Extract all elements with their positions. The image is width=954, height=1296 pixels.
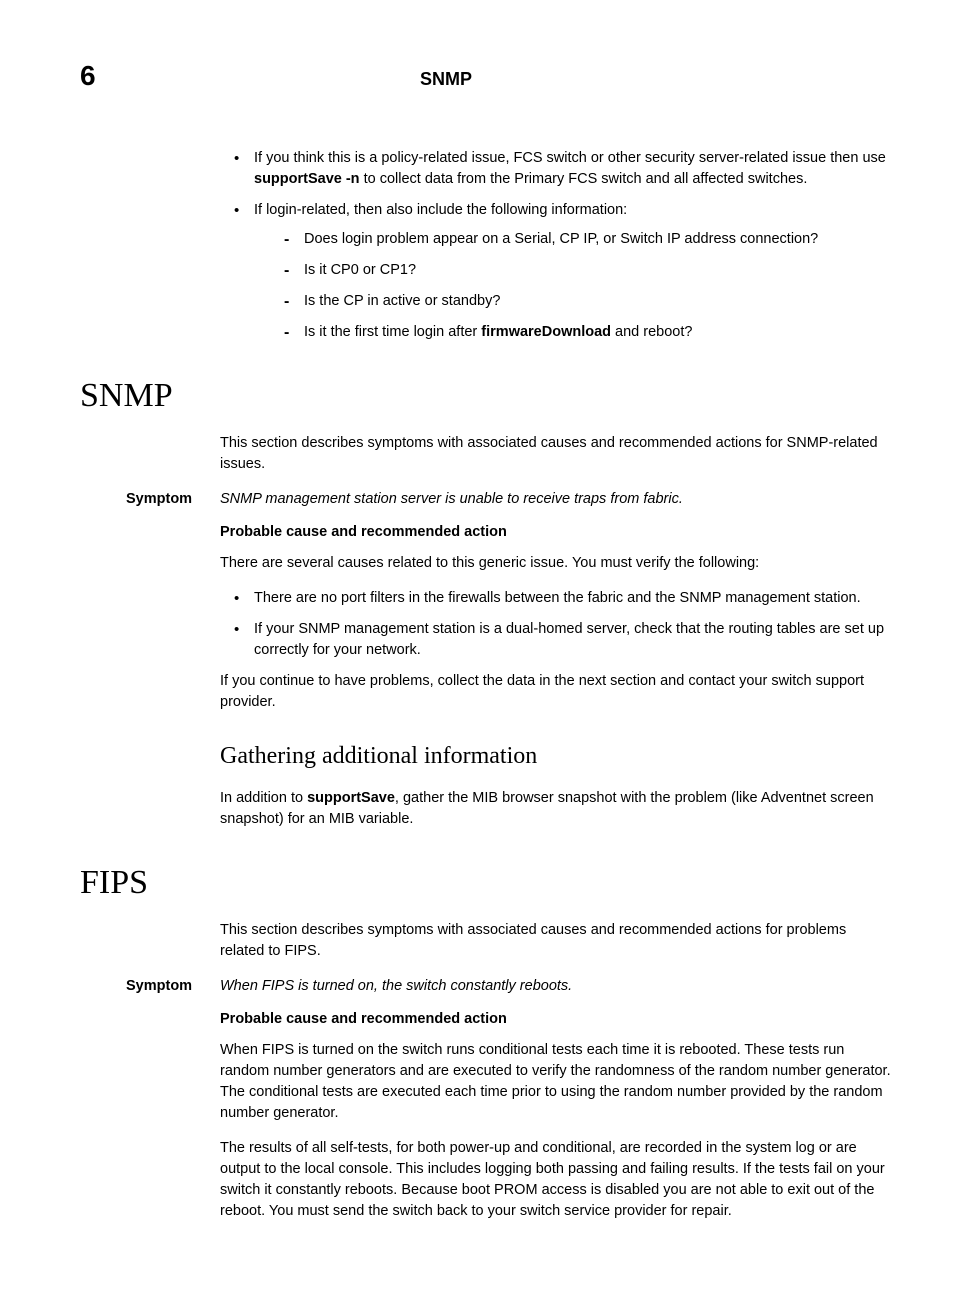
snmp-intro: This section describes symptoms with ass… bbox=[220, 433, 894, 475]
probable-cause-text: There are several causes related to this… bbox=[220, 553, 894, 574]
command-name: supportSave bbox=[307, 790, 395, 806]
subsection-text: In addition to supportSave, gather the M… bbox=[220, 788, 894, 830]
symptom-text: SNMP management station server is unable… bbox=[220, 489, 894, 510]
command-name: supportSave -n bbox=[254, 171, 360, 187]
top-bullet-list: If you think this is a policy-related is… bbox=[230, 148, 894, 343]
dash-item: Is it CP0 or CP1? bbox=[280, 260, 894, 281]
fips-para: When FIPS is turned on the switch runs c… bbox=[220, 1040, 894, 1124]
symptom-text: When FIPS is turned on, the switch const… bbox=[220, 976, 894, 997]
dash-list: Does login problem appear on a Serial, C… bbox=[280, 229, 894, 343]
running-head: SNMP bbox=[420, 69, 472, 90]
dash-text: Is it the first time login after bbox=[304, 324, 481, 340]
fips-para: The results of all self-tests, for both … bbox=[220, 1138, 894, 1222]
bullet-item: If login-related, then also include the … bbox=[230, 200, 894, 343]
section-heading-snmp: SNMP bbox=[80, 377, 894, 415]
snmp-continue: If you continue to have problems, collec… bbox=[220, 671, 894, 713]
bullet-item: If your SNMP management station is a dua… bbox=[230, 619, 894, 661]
fips-intro: This section describes symptoms with ass… bbox=[220, 920, 894, 962]
chapter-number: 6 bbox=[80, 60, 220, 92]
bullet-text: If you think this is a policy-related is… bbox=[254, 150, 886, 166]
snmp-bullets: There are no port filters in the firewal… bbox=[230, 588, 894, 661]
bullet-text: If login-related, then also include the … bbox=[254, 202, 627, 218]
probable-cause-label: Probable cause and recommended action bbox=[220, 522, 894, 543]
symptom-row: Symptom SNMP management station server i… bbox=[220, 489, 894, 510]
bullet-item: If you think this is a policy-related is… bbox=[230, 148, 894, 190]
symptom-label: Symptom bbox=[126, 976, 220, 997]
sub-text: In addition to bbox=[220, 790, 307, 806]
content-body: If you think this is a policy-related is… bbox=[220, 148, 894, 343]
dash-item: Does login problem appear on a Serial, C… bbox=[280, 229, 894, 250]
subsection-heading: Gathering additional information bbox=[220, 739, 894, 774]
bullet-text: to collect data from the Primary FCS swi… bbox=[360, 171, 808, 187]
section-heading-fips: FIPS bbox=[80, 864, 894, 902]
dash-text: and reboot? bbox=[611, 324, 692, 340]
symptom-label: Symptom bbox=[126, 489, 220, 510]
page-header: 6 SNMP bbox=[80, 60, 894, 92]
fips-content: This section describes symptoms with ass… bbox=[220, 920, 894, 1222]
document-page: 6 SNMP If you think this is a policy-rel… bbox=[0, 0, 954, 1296]
dash-item: Is the CP in active or standby? bbox=[280, 291, 894, 312]
bullet-item: There are no port filters in the firewal… bbox=[230, 588, 894, 609]
symptom-row: Symptom When FIPS is turned on, the swit… bbox=[220, 976, 894, 997]
dash-item: Is it the first time login after firmwar… bbox=[280, 322, 894, 343]
command-name: firmwareDownload bbox=[481, 324, 611, 340]
probable-cause-label: Probable cause and recommended action bbox=[220, 1009, 894, 1030]
snmp-content: This section describes symptoms with ass… bbox=[220, 433, 894, 830]
